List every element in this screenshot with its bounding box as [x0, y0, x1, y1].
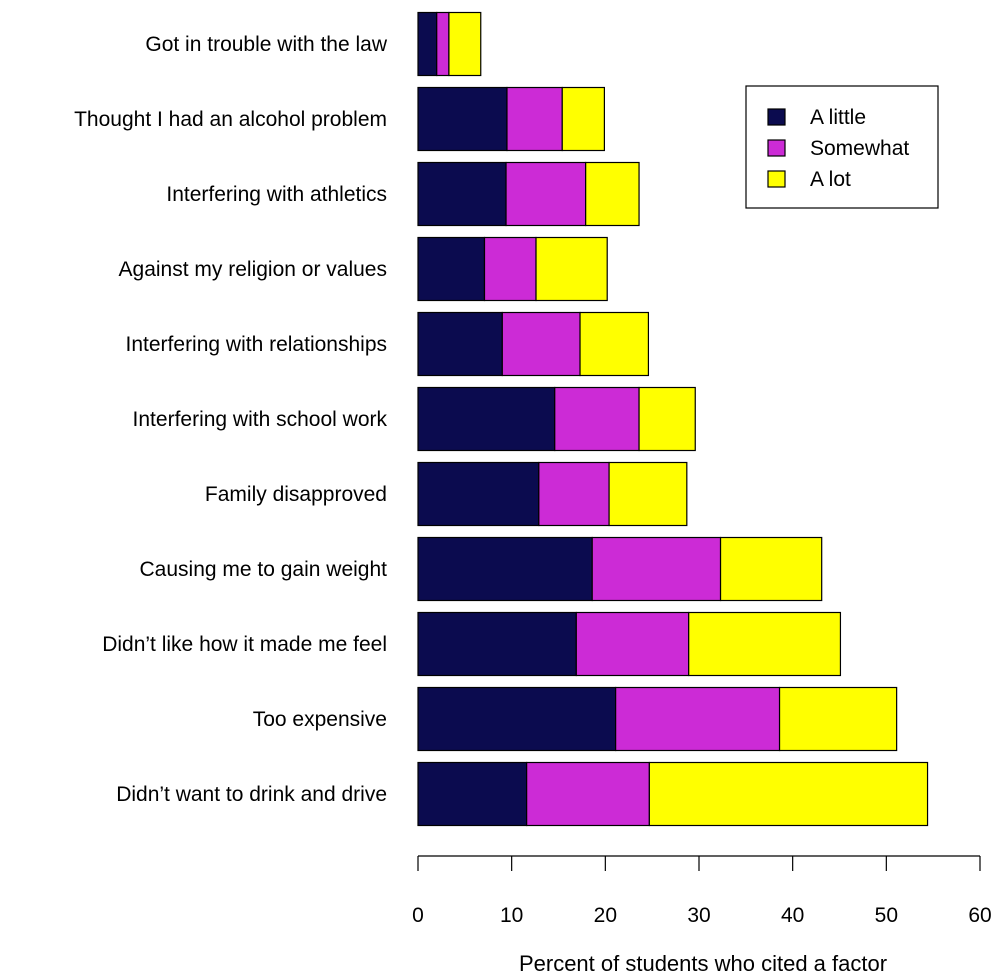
category-labels: Didn’t want to drink and drive Too expens…	[74, 33, 388, 806]
bar-segment	[417, 11, 438, 77]
bar-segment	[719, 536, 823, 602]
bar-segment	[579, 311, 650, 377]
bar-segment	[526, 761, 650, 827]
bar-segment	[417, 86, 508, 152]
legend-swatch	[767, 108, 786, 126]
bar-segment	[448, 11, 482, 77]
bar-segment	[535, 236, 608, 302]
category-label: Family disapproved	[205, 483, 387, 506]
category-label: Didn’t like how it made me feel	[102, 633, 387, 656]
category-label: Got in trouble with the law	[145, 33, 387, 56]
bar-segment	[417, 236, 486, 302]
category-label: Interfering with relationships	[126, 333, 387, 356]
bar-segment	[417, 311, 503, 377]
legend-label: Somewhat	[810, 137, 909, 160]
category-label: Interfering with school work	[133, 408, 388, 431]
bar-segment	[591, 536, 722, 602]
bar-segment	[417, 536, 593, 602]
bar-segment	[417, 611, 577, 677]
bar-segment	[554, 386, 640, 452]
bar-segment	[638, 386, 696, 452]
x-axis-title: Percent of students who cited a factor	[519, 951, 887, 976]
category-label: Interfering with athletics	[166, 183, 387, 206]
bar-segment	[648, 761, 929, 827]
bar-segment	[608, 461, 688, 527]
legend-swatch	[767, 139, 786, 157]
category-label: Didn’t want to drink and drive	[116, 783, 387, 806]
legend-swatch	[767, 170, 786, 188]
x-tick-label: 10	[500, 904, 523, 927]
bar-segment	[505, 161, 587, 227]
bar-segment	[615, 686, 781, 752]
bar-segment	[778, 686, 898, 752]
bar-segment	[585, 161, 640, 227]
bar-segment	[561, 86, 605, 152]
legend-label: A little	[810, 106, 866, 129]
bar-segment	[417, 461, 540, 527]
category-label: Causing me to gain weight	[140, 558, 388, 581]
bar-segment	[417, 761, 528, 827]
bar-segment	[501, 311, 581, 377]
x-tick-label: 0	[412, 904, 424, 927]
bar-segment	[575, 611, 690, 677]
bar-segment	[483, 236, 537, 302]
bar-segment	[417, 686, 617, 752]
category-label: Too expensive	[253, 708, 387, 731]
x-tick-label: 60	[968, 904, 991, 927]
bar-segment	[417, 161, 507, 227]
x-tick-label: 20	[594, 904, 617, 927]
legend: A little Somewhat A lot	[745, 85, 939, 209]
category-label: Thought I had an alcohol problem	[74, 108, 387, 131]
x-axis: 0 10 20 30 40 50 60	[412, 855, 992, 927]
legend-label: A lot	[810, 168, 851, 191]
x-tick-label: 30	[687, 904, 710, 927]
bar-segment	[417, 386, 556, 452]
category-label: Against my religion or values	[119, 258, 387, 281]
bar-segment	[506, 86, 563, 152]
x-tick-label: 50	[875, 904, 898, 927]
bar-segment	[538, 461, 610, 527]
x-tick-label: 40	[781, 904, 804, 927]
bar-segment	[436, 11, 450, 77]
bar-segment	[688, 611, 842, 677]
bars-group	[417, 11, 929, 827]
